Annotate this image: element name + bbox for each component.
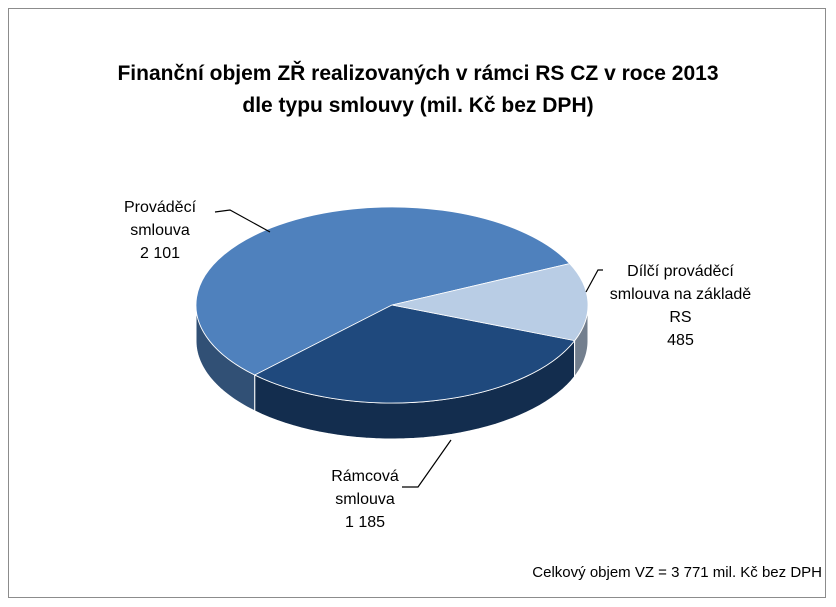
chart-frame: [8, 8, 826, 598]
chart-title: Finanční objem ZŘ realizovaných v rámci …: [117, 62, 719, 117]
slice: [253, 304, 576, 404]
value-label: 2 101: [139, 245, 181, 262]
value-label: 485: [667, 332, 694, 349]
annotation: Celkový objem VZ = 3 771 mil. Kč bez DPH: [532, 564, 822, 581]
category-label: Prováděcí smlouva: [123, 199, 197, 239]
slice-label: Rámcová smlouva 1 185: [300, 465, 430, 534]
slice-label: Prováděcí smlouva 2 101: [95, 196, 225, 265]
value-label: 1 185: [344, 514, 386, 531]
category-label: Rámcová smlouva: [331, 468, 399, 508]
leader-line: [402, 439, 452, 488]
pie: [195, 206, 589, 440]
slice: [195, 206, 571, 376]
slice: [391, 263, 589, 342]
slice-label: Dílčí prováděcí smlouva na základě RS 485: [608, 260, 753, 352]
leader-line: [214, 209, 271, 233]
leader-line: [585, 269, 603, 293]
category-label: Dílčí prováděcí smlouva na základě RS: [609, 263, 752, 326]
